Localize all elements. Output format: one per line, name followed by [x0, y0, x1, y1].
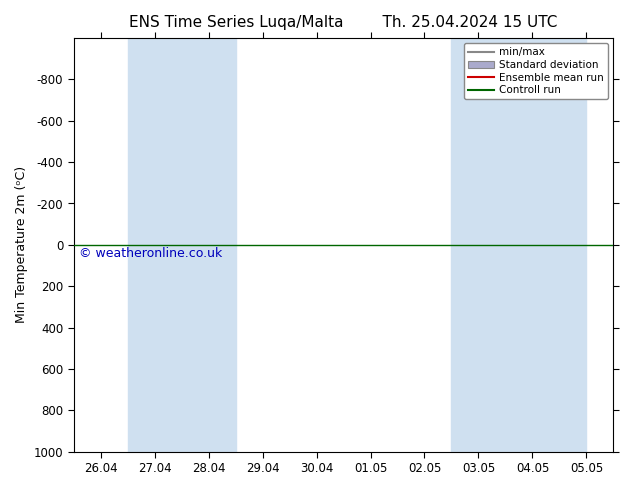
Bar [451, 38, 586, 452]
Y-axis label: Min Temperature 2m (ᵒC): Min Temperature 2m (ᵒC) [15, 166, 28, 323]
Bar [127, 38, 236, 452]
Title: ENS Time Series Luqa/Malta        Th. 25.04.2024 15 UTC: ENS Time Series Luqa/Malta Th. 25.04.202… [129, 15, 558, 30]
Legend: min/max, Standard deviation, Ensemble mean run, Controll run: min/max, Standard deviation, Ensemble me… [464, 43, 608, 99]
Text: © weatheronline.co.uk: © weatheronline.co.uk [79, 247, 223, 261]
